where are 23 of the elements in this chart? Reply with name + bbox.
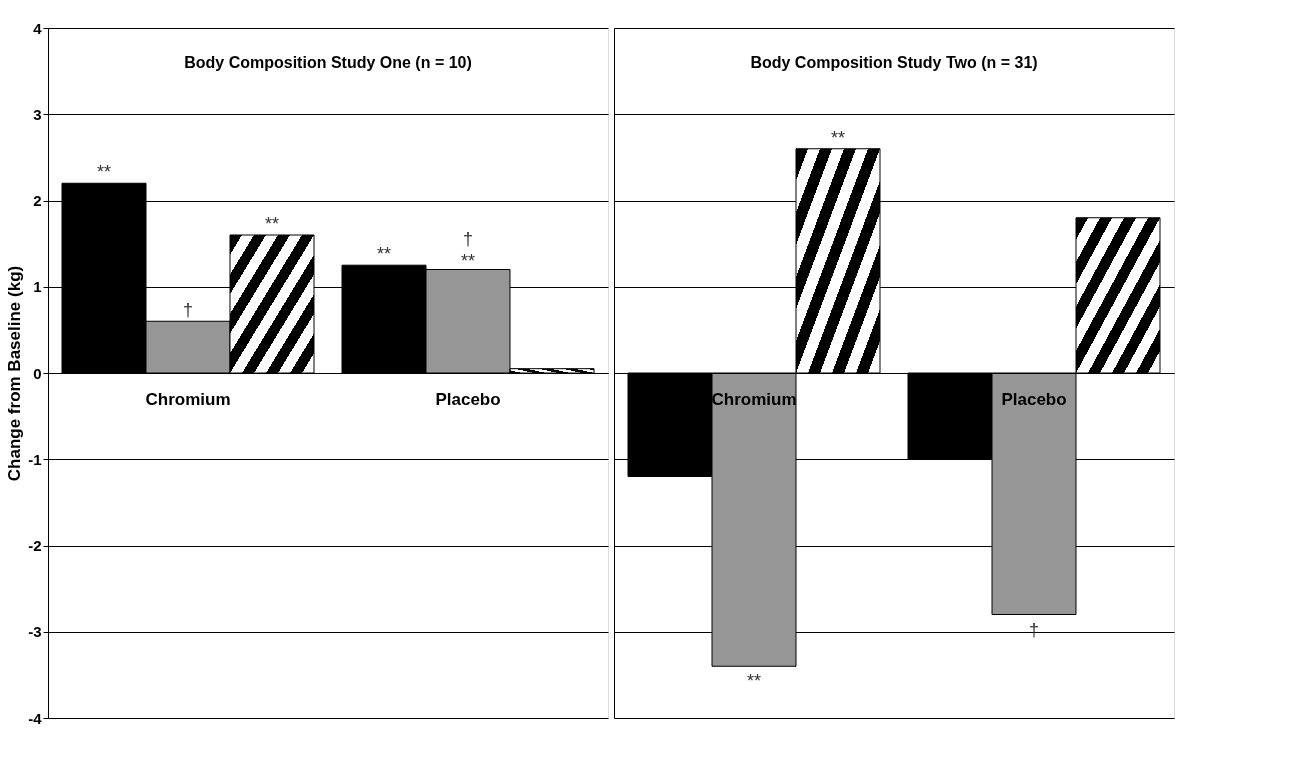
data-label: **: [96, 162, 112, 183]
x-tick-label: Chromium: [145, 389, 231, 409]
x-tick-label: Chromium: [711, 389, 797, 409]
y-tick-label: 3: [33, 105, 42, 123]
data-label: †: [182, 300, 194, 321]
y-tick-label: 0: [33, 364, 42, 382]
data-label: **: [376, 244, 392, 265]
data-label: **: [746, 671, 762, 692]
data-label: **: [830, 127, 846, 148]
x-tick-label: Placebo: [1001, 389, 1067, 409]
y-axis-title: Change from Baseline (kg): [5, 265, 25, 482]
y-tick-label: -4: [28, 709, 43, 727]
data-label: † **: [460, 228, 476, 271]
y-tick-label: -3: [28, 623, 42, 641]
y-tick-label: -2: [28, 537, 42, 554]
x-tick-label: Placebo: [435, 389, 501, 409]
y-tick-label: 1: [33, 278, 42, 296]
text: Body Composition Study One (n = 10): [184, 54, 472, 71]
data-label: **: [264, 214, 280, 234]
y-tick-label: 2: [33, 192, 42, 209]
y-tick-label: 4: [33, 19, 43, 37]
text: Body Composition Study Two (n = 31): [750, 54, 1038, 71]
y-tick-label: -1: [28, 450, 42, 468]
